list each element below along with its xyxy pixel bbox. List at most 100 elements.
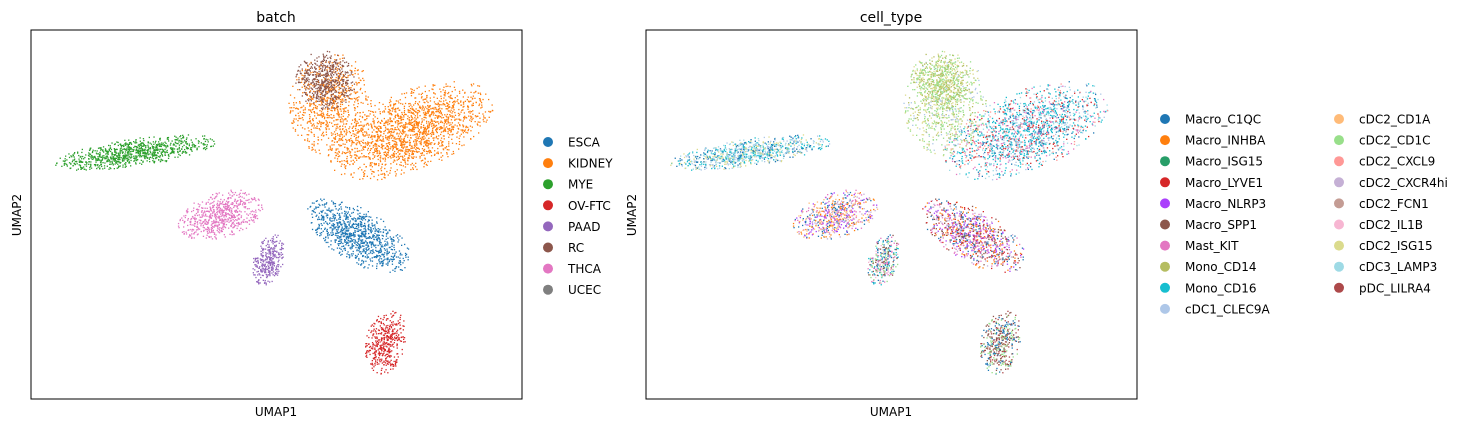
batch-point [226,203,228,205]
batch-point [116,154,118,157]
batch-point [376,147,378,149]
batch-point [442,102,444,105]
batch-point [370,232,372,234]
batch-point [405,141,407,144]
batch-point [330,86,332,88]
batch-point [346,141,348,143]
batch-point [425,131,427,133]
batch-point [340,94,342,97]
batch-point [255,217,257,219]
batch-point [446,149,448,151]
batch-point [339,218,341,220]
batch-point [387,124,389,126]
batch-point [409,129,412,131]
batch-point [376,155,379,157]
batch-point [334,239,336,241]
batch-point [462,132,464,134]
batch-point [320,198,322,200]
batch-point [351,98,353,100]
batch-point [410,124,413,126]
batch-point [390,130,393,133]
batch-point [328,154,330,156]
batch-point [314,91,316,93]
batch-point [443,130,445,132]
batch-point [445,146,448,148]
batch-point [377,120,380,123]
batch-point [200,225,202,227]
batch-point [307,127,309,129]
batch-point [427,126,429,129]
batch-point [224,207,226,209]
batch-point [194,221,196,223]
batch-point [424,126,426,129]
batch-point [317,136,319,138]
batch-point [295,76,297,78]
batch-point [212,206,215,208]
batch-point [139,151,141,153]
batch-point [135,151,138,154]
batch-point [125,165,127,168]
batch-point [423,154,425,156]
batch-point [440,97,442,100]
batch-point [423,145,425,147]
batch-point [367,149,369,151]
batch-point [302,111,305,114]
batch-point [373,114,375,116]
batch-point [216,195,218,197]
batch-point [172,149,174,151]
batch-point [345,152,348,154]
batch-point [304,109,306,111]
batch-point [354,121,356,124]
batch-point [405,113,407,116]
batch-point [159,161,162,163]
batch-point [439,109,441,112]
batch-point [429,142,431,144]
batch-point [159,143,161,145]
batch-point [405,150,407,153]
batch-point [365,119,367,121]
batch-point [439,145,441,147]
batch-point [148,157,150,159]
batch-point [217,217,219,219]
batch-point [354,70,356,72]
batch-point [298,81,300,83]
batch-point [360,215,362,218]
batch-point [337,123,339,125]
batch-point [320,63,322,66]
batch-point [214,197,216,200]
batch-point [345,224,347,226]
batch-point [301,74,303,76]
batch-point [333,102,335,104]
batch-point [125,162,127,164]
batch-point [404,126,406,128]
batch-point [393,137,395,140]
batch-point [230,189,232,191]
batch-point [358,245,360,247]
batch-point [390,131,392,133]
batch-point [418,141,420,143]
batch-point [346,81,348,83]
batch-point [224,226,226,228]
batch-point [400,141,402,143]
batch-point [133,141,135,143]
batch-point [81,161,83,163]
batch-point [462,126,464,128]
batch-point [239,192,241,194]
batch-point [347,82,349,85]
batch-point [304,81,306,83]
batch-point [101,159,103,161]
batch-point [429,132,432,135]
batch-point [339,58,341,60]
batch-point [484,117,486,119]
batch-point [423,166,425,168]
batch-point [450,124,452,126]
batch-point [238,223,241,225]
batch-point [388,101,391,104]
batch-point [368,115,370,117]
batch-point [364,135,366,137]
batch-point [140,159,142,161]
batch-point [363,119,366,121]
batch-point [118,165,120,167]
batch-point [189,148,192,150]
batch-point [155,140,157,142]
